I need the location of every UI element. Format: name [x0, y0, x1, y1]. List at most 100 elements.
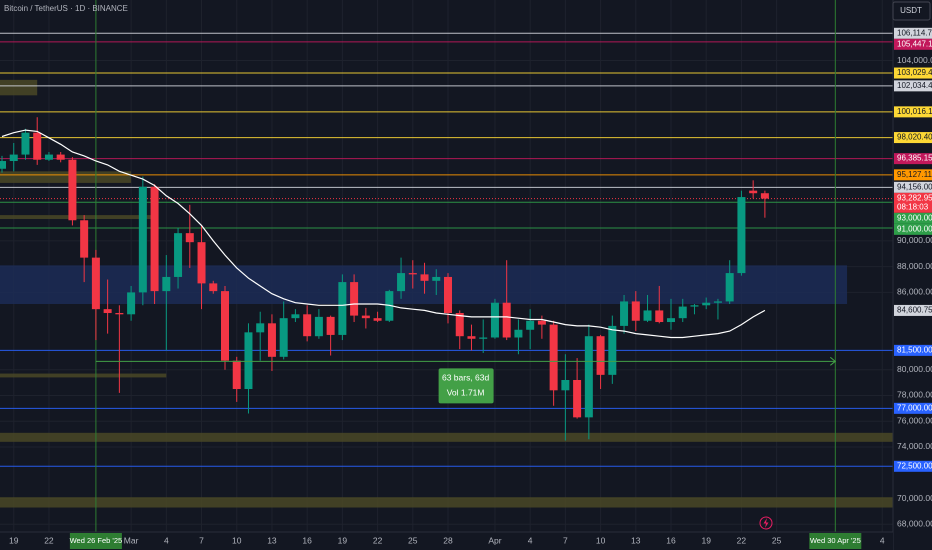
- candle-body: [361, 315, 370, 319]
- price-label: 91,000.00: [897, 224, 932, 233]
- x-tick-label: 19: [9, 535, 19, 545]
- candle-body: [56, 154, 65, 160]
- candle-body: [713, 301, 722, 303]
- axes: 19 22 Mar 4 7 10 13 16 19 22 25 28 Apr 4 7 10 13 16 19 22 25…: [9, 27, 932, 549]
- price-label: 94,156.00: [897, 182, 932, 191]
- price-label: 93,000.00: [897, 213, 932, 222]
- price-label-box: [894, 402, 932, 414]
- moving-average: [1, 129, 766, 339]
- candle-body: [749, 190, 758, 194]
- candle-body: [725, 273, 734, 302]
- price-label-box: [894, 27, 932, 39]
- measure-text: 63 bars, 63d: [442, 373, 490, 383]
- candle-body: [502, 302, 511, 338]
- candle-body: [432, 276, 441, 281]
- price-label-box: [894, 344, 932, 356]
- price-label: 100,016.12: [897, 107, 932, 116]
- zone: [0, 265, 848, 304]
- marker-label: Wed 30 Apr '25: [810, 536, 861, 545]
- candle-body: [608, 325, 617, 375]
- zone: [0, 373, 167, 378]
- alert-icon[interactable]: [759, 516, 773, 530]
- candle-body: [209, 283, 218, 292]
- candles: [0, 117, 769, 441]
- price-label: 106,114.73: [897, 28, 932, 37]
- candle-body: [760, 193, 769, 199]
- currency-button[interactable]: [892, 1, 931, 21]
- price-label-box: [894, 181, 932, 193]
- currency-label[interactable]: USDT: [900, 6, 922, 15]
- time-axis: [0, 532, 893, 550]
- candle-body: [678, 306, 687, 319]
- marker-label: Wed 26 Feb '25: [70, 536, 123, 545]
- candle-body: [80, 220, 89, 258]
- price-label: 72,500.00: [897, 461, 932, 470]
- y-tick-label: 86,000.00: [897, 287, 932, 297]
- candle-body: [573, 380, 582, 418]
- price-label-box: [894, 67, 932, 79]
- price-axis: [893, 0, 932, 550]
- price-label: 96,385.15: [897, 154, 932, 163]
- candle-body: [397, 273, 406, 292]
- candle-body: [232, 360, 241, 390]
- price-label-box: [894, 38, 932, 50]
- candle-body: [21, 132, 30, 155]
- x-tick-label: 10: [232, 535, 242, 545]
- price-label: 102,034.46: [897, 81, 932, 90]
- candle-body: [279, 318, 288, 357]
- y-tick-label: 90,000.00: [897, 235, 932, 245]
- candle-body: [326, 316, 335, 335]
- candle-body: [68, 159, 77, 221]
- candle-body: [373, 318, 382, 321]
- candle-body: [291, 314, 300, 319]
- candle-body: [467, 336, 476, 339]
- y-tick-label: 78,000.00: [897, 390, 932, 400]
- candle-body: [185, 233, 194, 243]
- price-label: 105,447.15: [897, 39, 932, 48]
- x-tick-label: Mar: [124, 535, 139, 545]
- price-label: 08:18:03: [897, 202, 929, 211]
- y-tick-label: 76,000.00: [897, 415, 932, 425]
- candle-body: [667, 318, 675, 323]
- price-label-box: [894, 212, 932, 224]
- x-tick-label: 4: [528, 535, 533, 545]
- candle-body: [526, 320, 535, 330]
- zone: [0, 171, 132, 183]
- x-tick-label: 28: [443, 535, 453, 545]
- price-label-box: [894, 304, 932, 316]
- x-tick-label: 10: [596, 535, 606, 545]
- candle-body: [537, 320, 546, 325]
- marker-label-box: [809, 533, 862, 549]
- candle-body: [197, 242, 206, 284]
- price-label: 81,500.00: [897, 345, 932, 354]
- candle-body: [643, 310, 652, 321]
- measure-text: Vol 1.71M: [447, 388, 485, 398]
- price-label-box: [894, 132, 932, 144]
- x-tick-label: 7: [563, 535, 568, 545]
- candle-body: [620, 301, 629, 326]
- x-tick-label: 4: [880, 535, 885, 545]
- candle-body: [385, 291, 394, 321]
- candle-body: [455, 313, 464, 337]
- x-tick-label: 22: [737, 535, 747, 545]
- y-tick-label: 88,000.00: [897, 261, 932, 271]
- candle-body: [221, 291, 229, 361]
- zone: [0, 215, 155, 219]
- x-tick-label: 25: [408, 535, 418, 545]
- y-tick-label: 70,000.00: [897, 493, 932, 503]
- x-tick-label: 22: [373, 535, 383, 545]
- candle-body: [584, 336, 593, 418]
- chart-title: Bitcoin / TetherUS · 1D · BINANCE: [4, 4, 128, 13]
- candle-body: [338, 282, 347, 335]
- candle-body: [174, 233, 183, 277]
- price-label: 95,127.11: [897, 170, 932, 179]
- x-tick-label: 16: [666, 535, 676, 545]
- overlay: 63 bars, 63d Vol 1.71M: [95, 356, 837, 404]
- price-label-box: [894, 192, 932, 213]
- candle-body: [9, 154, 18, 162]
- candle-body: [150, 186, 159, 292]
- candle-body: [303, 314, 312, 337]
- x-tick-label: 13: [267, 535, 277, 545]
- y-tick-label: 68,000.00: [897, 519, 932, 529]
